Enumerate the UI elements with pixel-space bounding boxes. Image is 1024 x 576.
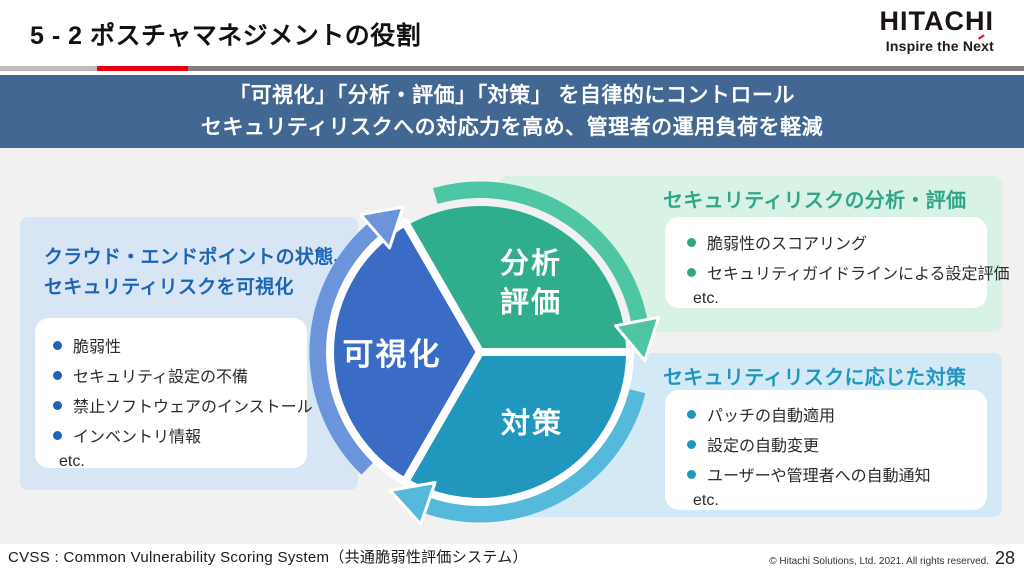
list-item-label: ユーザーや管理者への自動通知 xyxy=(707,468,931,485)
divider-segment-red xyxy=(97,66,188,71)
list-item: セキュリティ設定の不備 xyxy=(53,360,307,390)
bullet-icon xyxy=(687,409,696,419)
list-item-label: 脆弱性のスコアリング xyxy=(707,236,868,253)
list-item-label: 設定の自動変更 xyxy=(707,438,820,455)
bullet-icon xyxy=(53,370,62,380)
list-item-label: 脆弱性 xyxy=(73,339,122,356)
bullet-icon xyxy=(687,237,696,247)
bullet-icon xyxy=(687,439,696,449)
divider-segment-gray-right xyxy=(188,66,1024,71)
analysis-panel-heading: セキュリティリスクの分析・評価 xyxy=(663,190,967,212)
hitachi-logo-tagline: Inspire the Next xyxy=(885,38,994,54)
etc-label: etc. xyxy=(693,492,719,509)
analysis-list-box: 脆弱性のスコアリング セキュリティガイドラインによる設定評価 etc. xyxy=(665,217,1010,308)
visualization-heading-line1: クラウド・エンドポイントの状態、 xyxy=(44,247,353,268)
visualization-heading-line2: セキュリティリスクを可視化 xyxy=(44,277,294,298)
list-item: 脆弱性 xyxy=(53,330,307,360)
list-item: パッチの自動適用 xyxy=(687,399,987,429)
divider-segment-gray-left xyxy=(0,66,97,71)
hitachi-logo: HITACHI Inspire the Next xyxy=(879,6,995,54)
hitachi-logo-wordmark: HITACHI xyxy=(879,6,994,36)
footer-note: CVSS : Common Vulnerability Scoring Syst… xyxy=(8,549,528,566)
list-item: 禁止ソフトウェアのインストール xyxy=(53,390,313,420)
bullet-icon xyxy=(687,267,696,277)
visualization-panel: クラウド・エンドポイントの状態、 セキュリティリスクを可視化 脆弱性 セキュリテ… xyxy=(20,217,358,490)
list-item: 設定の自動変更 xyxy=(687,429,987,459)
list-item: インベントリ情報 xyxy=(53,420,307,450)
title-divider xyxy=(0,66,1024,71)
list-item-label: パッチの自動適用 xyxy=(707,408,836,425)
etc-label: etc. xyxy=(59,453,85,470)
list-item: ユーザーや管理者への自動通知 xyxy=(687,459,987,489)
visualization-panel-heading: クラウド・エンドポイントの状態、 セキュリティリスクを可視化 xyxy=(44,243,353,303)
list-item: 脆弱性のスコアリング xyxy=(687,227,987,257)
visualization-list-box: 脆弱性 セキュリティ設定の不備 禁止ソフトウェアのインストール インベントリ情報… xyxy=(35,318,313,470)
action-panel: セキュリティリスクに応じた対策 パッチの自動適用 設定の自動変更 ユーザーや管理… xyxy=(500,353,1002,517)
footer-right: © Hitachi Solutions, Ltd. 2021. All righ… xyxy=(769,548,1015,569)
list-item-label: 禁止ソフトウェアのインストール xyxy=(73,399,313,416)
bullet-icon xyxy=(53,430,62,440)
list-item-label: セキュリティガイドラインによる設定評価 xyxy=(707,266,1010,283)
banner-line2: セキュリティリスクへの対応力を高め、管理者の運用負荷を軽減 xyxy=(200,116,824,139)
action-list-box: パッチの自動適用 設定の自動変更 ユーザーや管理者への自動通知 etc. xyxy=(665,390,987,510)
etc-label: etc. xyxy=(693,290,719,307)
banner-line1: 「可視化」「分析・評価」「対策」 を自律的にコントロール xyxy=(229,84,795,107)
list-item-label: セキュリティ設定の不備 xyxy=(73,369,249,386)
list-item-label: インベントリ情報 xyxy=(73,429,202,446)
action-panel-heading: セキュリティリスクに応じた対策 xyxy=(663,367,967,389)
copyright: © Hitachi Solutions, Ltd. 2021. All righ… xyxy=(769,556,989,567)
list-item: セキュリティガイドラインによる設定評価 xyxy=(687,257,1010,287)
page-number: 28 xyxy=(994,548,1015,568)
page-title: 5 - 2 ポスチャマネジメントの役割 xyxy=(30,22,422,50)
bullet-icon xyxy=(53,400,62,410)
headline-banner: 「可視化」「分析・評価」「対策」 を自律的にコントロール セキュリティリスクへの… xyxy=(0,75,1024,148)
bullet-icon xyxy=(53,340,62,350)
analysis-panel: セキュリティリスクの分析・評価 脆弱性のスコアリング セキュリティガイドラインに… xyxy=(500,176,1010,332)
bullet-icon xyxy=(687,469,696,479)
